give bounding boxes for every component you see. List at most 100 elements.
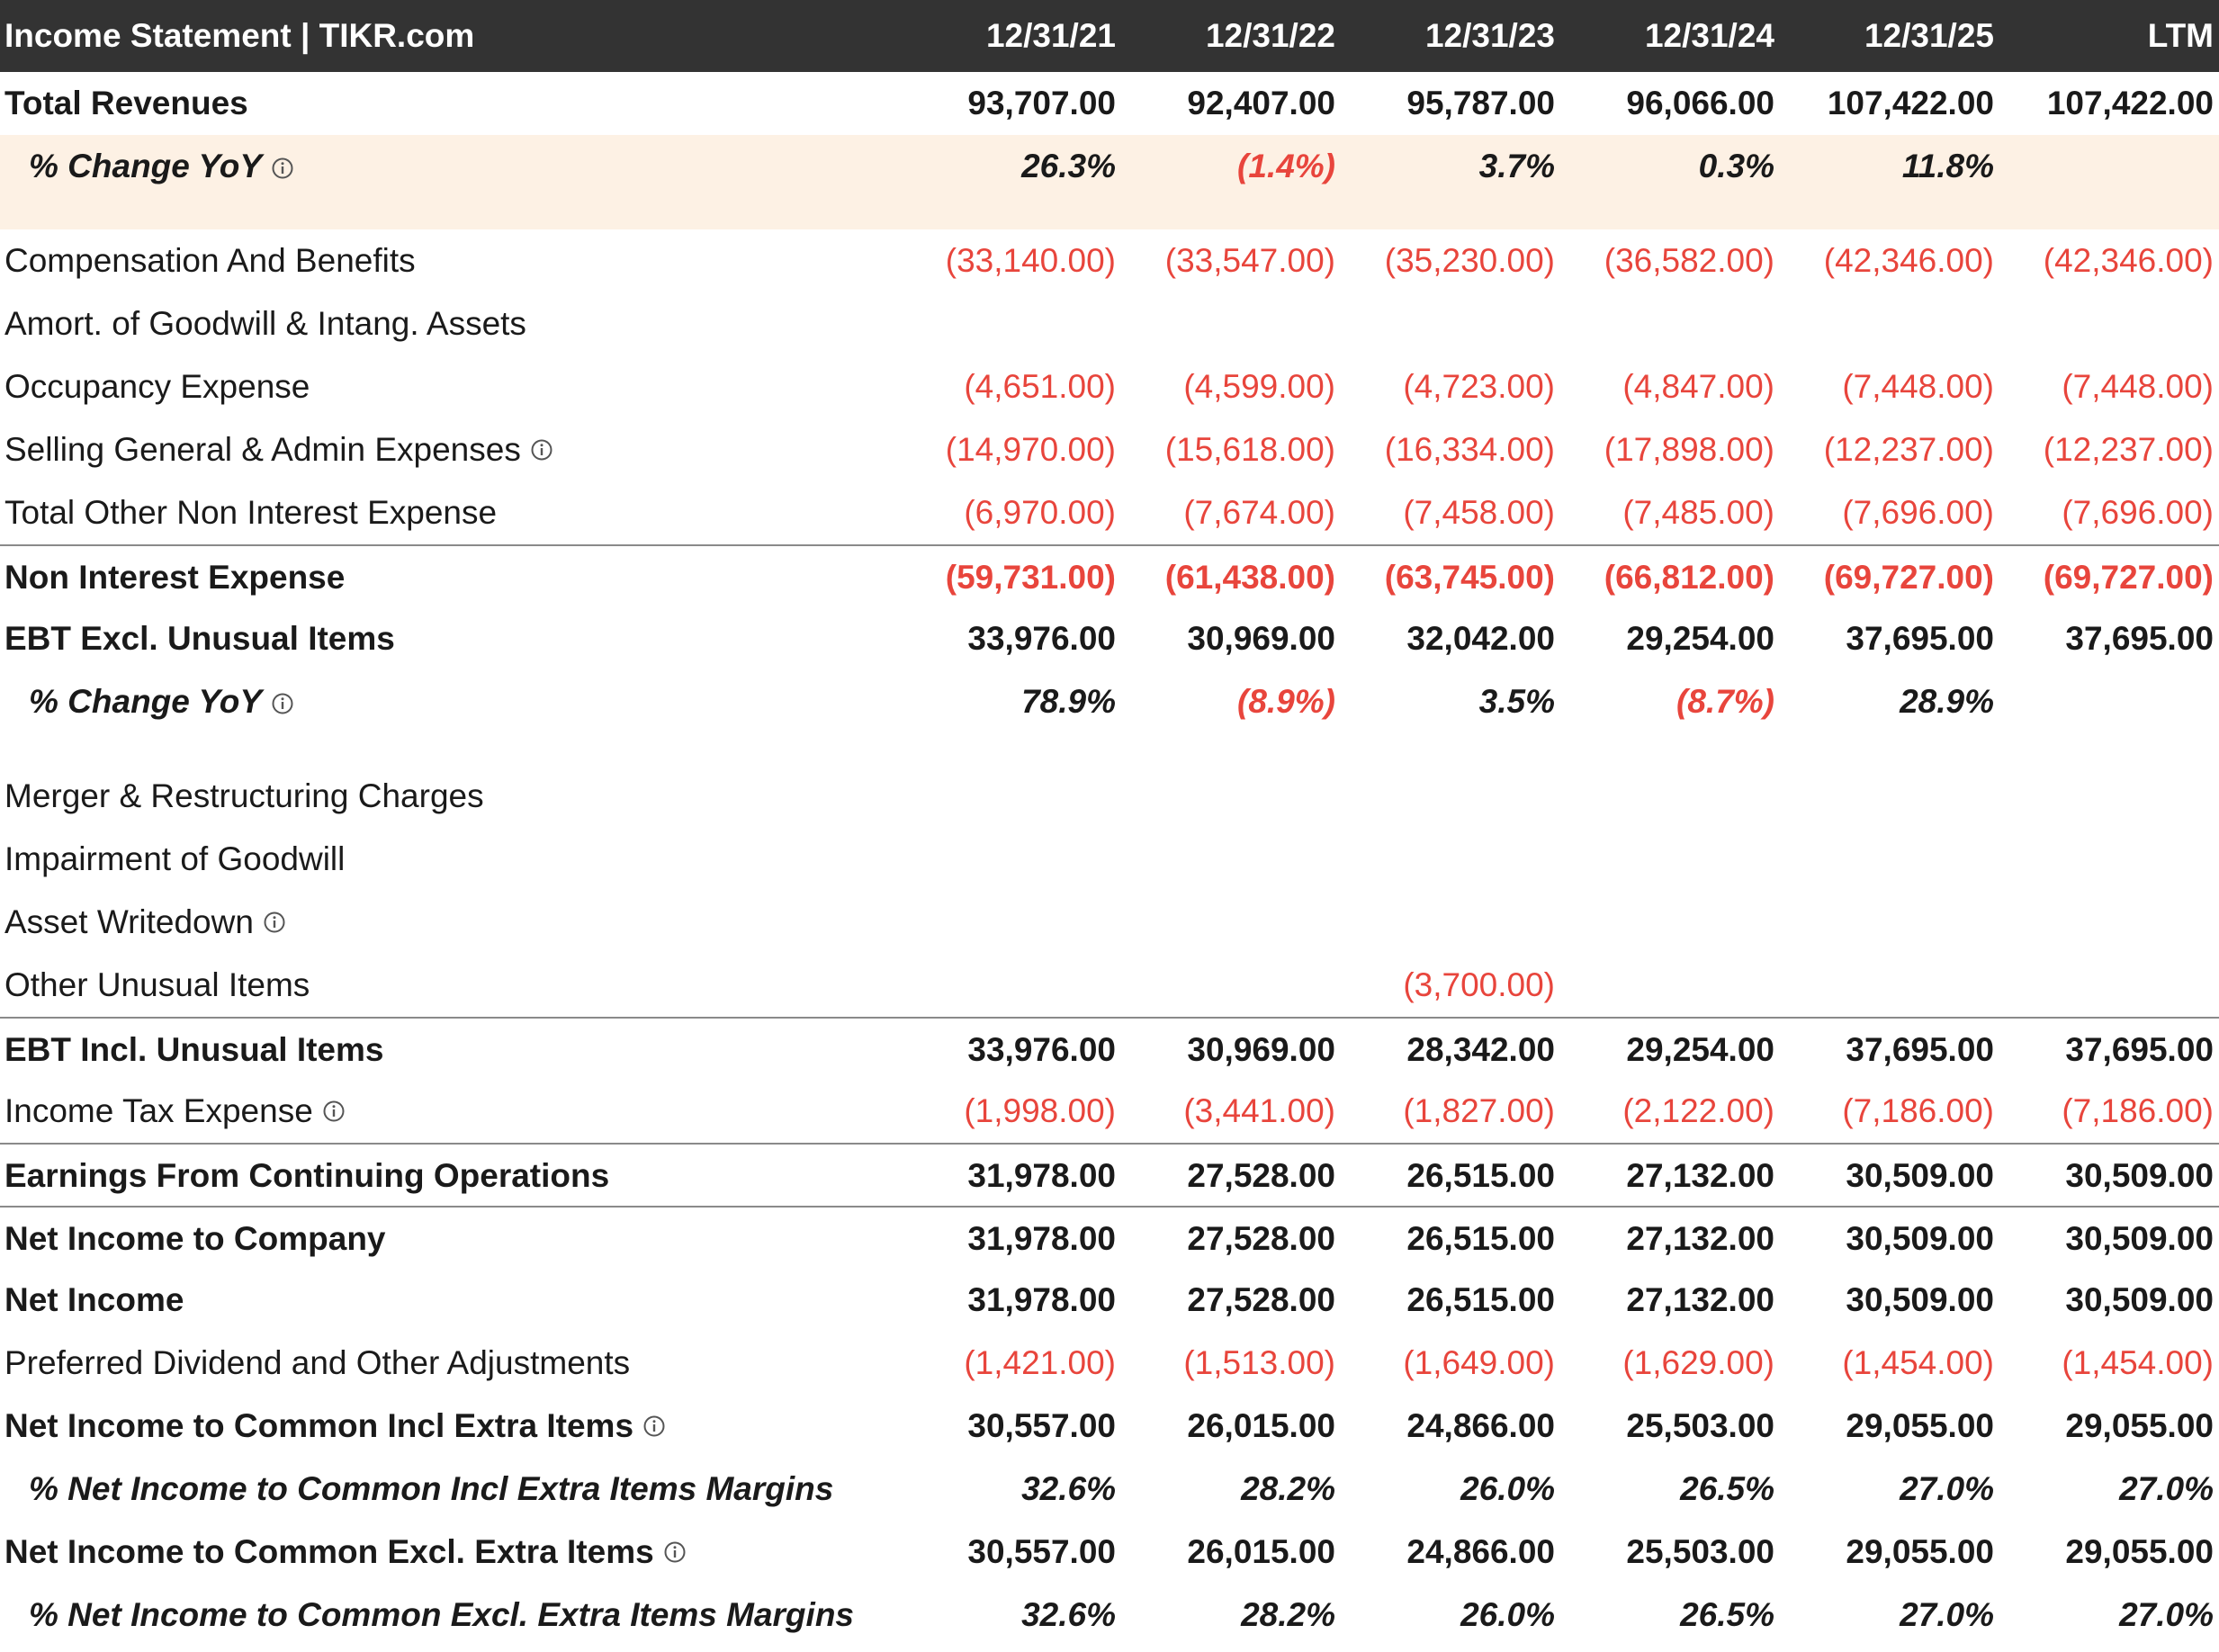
value-cell: (7,458.00) <box>1403 494 1555 531</box>
value-cell: 30,969.00 <box>1187 1031 1335 1068</box>
value-cell: 31,978.00 <box>967 1157 1116 1194</box>
info-icon[interactable] <box>663 1540 687 1564</box>
row-label: Other Unusual Items <box>4 966 310 1003</box>
value-cell: 28.9% <box>1900 683 1994 720</box>
value-cell: 37,695.00 <box>1846 620 1994 657</box>
value-cell: 3.5% <box>1478 683 1555 720</box>
table-row: % Change YoY 78.9% (8.9%) 3.5% (8.7%) 28.9% <box>0 670 2219 765</box>
value-cell: 30,509.00 <box>2065 1220 2214 1257</box>
value-cell: 29,254.00 <box>1626 620 1774 657</box>
row-label: Amort. of Goodwill & Intang. Assets <box>4 305 526 342</box>
row-label: EBT Excl. Unusual Items <box>4 620 395 657</box>
row-label-cell: % Net Income to Common Incl Extra Items … <box>0 1458 902 1521</box>
row-label: Income Tax Expense <box>4 1092 313 1129</box>
row-label-cell: Amort. of Goodwill & Intang. Assets <box>0 292 902 355</box>
value-cell: (6,970.00) <box>964 494 1116 531</box>
value-cell: 29,055.00 <box>1846 1533 1994 1570</box>
info-icon[interactable] <box>271 157 294 180</box>
value-cell: 33,976.00 <box>967 620 1116 657</box>
value-cell: 30,557.00 <box>967 1407 1116 1444</box>
table-row: Earnings From Continuing Operations 31,97… <box>0 1143 2219 1206</box>
value-cell: (4,847.00) <box>1622 368 1774 405</box>
table-row: Income Tax Expense (1,998.00) (3,441.00) (1… <box>0 1080 2219 1143</box>
table-row: Net Income 31,978.00 27,528.00 26,515.00 27,… <box>0 1269 2219 1332</box>
value-cell: 31,978.00 <box>967 1220 1116 1257</box>
value-cell: 29,055.00 <box>2065 1533 2214 1570</box>
row-label: % Change YoY <box>29 683 263 720</box>
value-cell: (33,547.00) <box>1164 242 1335 279</box>
empty-cell <box>1999 828 2219 891</box>
table-row: Asset Writedown <box>0 891 2219 954</box>
value-cell: 107,422.00 <box>1827 85 1994 121</box>
value-cell: (42,346.00) <box>2043 242 2214 279</box>
row-label-cell: Earnings From Continuing Operations <box>0 1145 902 1206</box>
value-cell: 28.2% <box>1241 1470 1335 1507</box>
row-label-cell: % Net Income to Common Excl. Extra Items… <box>0 1584 902 1647</box>
column-header: 12/31/22 <box>1205 17 1335 54</box>
table-row: EBT Excl. Unusual Items 33,976.00 30,969.0… <box>0 607 2219 670</box>
value-cell: (33,140.00) <box>945 242 1116 279</box>
row-label: % Change YoY <box>29 148 263 184</box>
value-cell: 32.6% <box>1021 1470 1116 1507</box>
empty-cell <box>1780 954 1999 1017</box>
value-cell: 26.5% <box>1680 1470 1774 1507</box>
value-cell: 37,695.00 <box>1846 1031 1994 1068</box>
value-cell: (1,454.00) <box>2062 1344 2214 1381</box>
table-row: Total Other Non Interest Expense (6,970.0… <box>0 481 2219 544</box>
value-cell: (42,346.00) <box>1823 242 1994 279</box>
empty-cell <box>902 954 1121 1017</box>
value-cell: 11.8% <box>1901 148 1994 184</box>
row-label: Selling General & Admin Expenses <box>4 431 521 468</box>
header-row: Income Statement | TIKR.com 12/31/21 12/3… <box>0 0 2219 72</box>
value-cell: 26,015.00 <box>1187 1533 1335 1570</box>
value-cell: 27,132.00 <box>1626 1220 1774 1257</box>
empty-cell <box>1121 954 1341 1017</box>
empty-cell <box>1560 891 1780 954</box>
info-icon[interactable] <box>263 911 286 934</box>
value-cell: 26,015.00 <box>1187 1407 1335 1444</box>
value-cell: 96,066.00 <box>1626 85 1774 121</box>
row-label: Impairment of Goodwill <box>4 840 346 877</box>
info-icon[interactable] <box>642 1414 666 1438</box>
value-cell: 27.0% <box>1900 1470 1994 1507</box>
value-cell: 29,055.00 <box>1846 1407 1994 1444</box>
row-label-cell: Net Income to Common Incl Extra Items <box>0 1395 902 1458</box>
table-row: Net Income to Common Excl. Extra Items 30… <box>0 1521 2219 1584</box>
info-icon[interactable] <box>322 1100 346 1123</box>
value-cell: 26.0% <box>1460 1596 1555 1633</box>
value-cell: 29,055.00 <box>2065 1407 2214 1444</box>
value-cell: 37,695.00 <box>2065 620 2214 657</box>
row-label-cell: EBT Excl. Unusual Items <box>0 607 902 670</box>
empty-cell <box>1999 670 2219 765</box>
empty-cell <box>1999 292 2219 355</box>
row-label: EBT Incl. Unusual Items <box>4 1031 384 1068</box>
value-cell: (14,970.00) <box>945 431 1116 468</box>
table-row: % Net Income to Common Excl. Extra Items… <box>0 1584 2219 1647</box>
info-icon[interactable] <box>530 438 553 462</box>
value-cell: (69,727.00) <box>2043 559 2214 596</box>
header-title: Income Statement | TIKR.com <box>4 17 475 54</box>
row-label: Asset Writedown <box>4 903 254 940</box>
row-label-cell: Preferred Dividend and Other Adjustments <box>0 1332 902 1395</box>
value-cell: 26.3% <box>1021 148 1116 184</box>
empty-cell <box>1780 292 1999 355</box>
empty-cell <box>902 292 1121 355</box>
value-cell: 78.9% <box>1021 683 1116 720</box>
empty-cell <box>1560 828 1780 891</box>
row-label: Net Income to Company <box>4 1220 386 1257</box>
value-cell: 93,707.00 <box>967 85 1116 121</box>
table-row: Non Interest Expense (59,731.00) (61,438.0… <box>0 544 2219 607</box>
row-label-cell: Total Other Non Interest Expense <box>0 481 902 544</box>
value-cell: 0.3% <box>1698 148 1774 184</box>
value-cell: 26.5% <box>1680 1596 1774 1633</box>
value-cell: (63,745.00) <box>1384 559 1555 596</box>
value-cell: 30,509.00 <box>2065 1281 2214 1318</box>
value-cell: 33,976.00 <box>967 1031 1116 1068</box>
row-label-cell: % Change YoY <box>0 135 902 229</box>
value-cell: (7,696.00) <box>1842 494 1994 531</box>
info-icon[interactable] <box>271 692 294 715</box>
row-label-cell: Non Interest Expense <box>0 546 902 607</box>
value-cell: (8.9%) <box>1237 683 1335 720</box>
table-row: Occupancy Expense (4,651.00) (4,599.00) (4,… <box>0 355 2219 418</box>
